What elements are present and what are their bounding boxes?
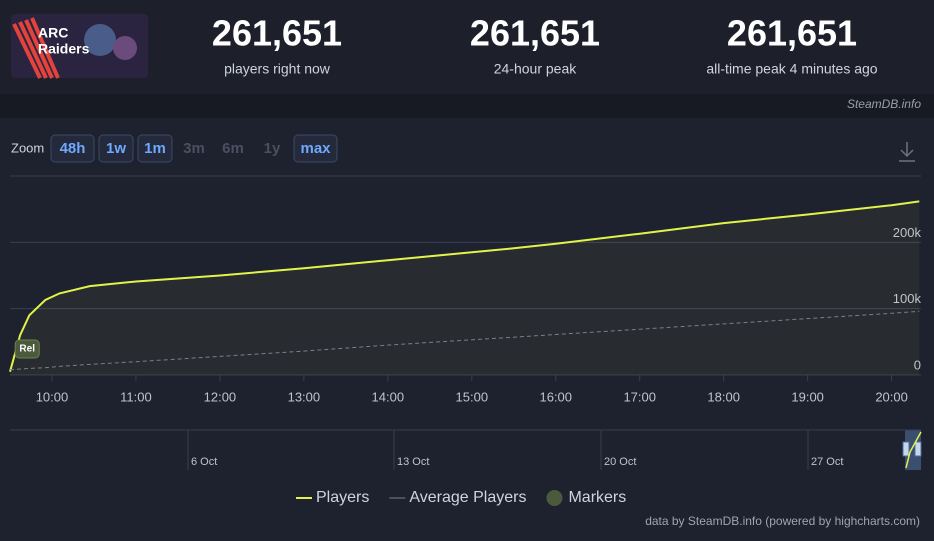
marker xyxy=(14,339,40,359)
legend-label: Markers xyxy=(568,489,626,506)
stat-label: 24-hour peak xyxy=(494,61,578,77)
zoom-button[interactable]: 6m xyxy=(222,140,244,157)
zoom-button-bg xyxy=(50,134,95,163)
area xyxy=(10,201,920,375)
handle xyxy=(914,441,922,457)
chart-panel xyxy=(0,118,934,541)
x-tick-label: 20:00 xyxy=(875,389,908,404)
zoom-button-bg xyxy=(98,134,134,163)
x-tick-label: 12:00 xyxy=(204,389,237,404)
x-tick-label: 13:00 xyxy=(288,389,321,404)
x-tick-label: 18:00 xyxy=(707,389,740,404)
navigator-label: 6 Oct xyxy=(191,456,217,468)
zoom-button[interactable]: 3m xyxy=(183,140,205,157)
zoom-button-bg xyxy=(137,134,173,163)
x-tick-label: 11:00 xyxy=(120,389,152,404)
zoom-button[interactable]: 1m xyxy=(137,134,173,163)
y-tick-label: 100k xyxy=(893,291,922,306)
stat-label: all-time peak 4 minutes ago xyxy=(706,61,877,77)
x-tick-label: 15:00 xyxy=(456,389,489,404)
stat-value: 261,651 xyxy=(727,13,857,54)
zoom-button[interactable]: 1w xyxy=(98,134,134,163)
x-tick-label: 14:00 xyxy=(372,389,405,404)
zoom-button-label: 1w xyxy=(106,140,126,157)
x-tick-label: 10:00 xyxy=(36,389,69,404)
series-line xyxy=(9,310,920,371)
logo-stripes xyxy=(12,17,60,79)
legend-label: Players xyxy=(316,489,369,506)
zoom-button[interactable]: 48h xyxy=(50,134,95,163)
stat-label: players right now xyxy=(224,61,331,77)
download-icon[interactable] xyxy=(899,142,915,162)
header-bg xyxy=(0,0,934,94)
logo-text: ARC xyxy=(38,25,68,41)
zoom-button-label: 6m xyxy=(222,140,244,157)
zoom-button-label: 1m xyxy=(144,140,166,157)
stat-value: 261,651 xyxy=(212,13,342,54)
logo-figure xyxy=(113,36,137,60)
navigator-line xyxy=(905,431,922,469)
zoom-button[interactable]: 1y xyxy=(264,140,281,157)
game-logo: ARC Raiders xyxy=(11,14,148,79)
zoom-button-label: max xyxy=(300,140,331,157)
x-tick-label: 16:00 xyxy=(539,389,572,404)
zoom-button-label: 3m xyxy=(183,140,205,157)
zoom-label: Zoom xyxy=(11,140,44,155)
x-tick-label: 19:00 xyxy=(791,389,824,404)
navigator-label: 13 Oct xyxy=(397,456,429,468)
zoom-button-label: 1y xyxy=(264,140,281,157)
credit: data by SteamDB.info (powered by highcha… xyxy=(645,514,920,528)
legend-item[interactable]: Players xyxy=(296,489,369,506)
logo-text: Raiders xyxy=(38,41,90,57)
legend-swatch xyxy=(546,490,563,506)
navigator-label: 20 Oct xyxy=(604,456,636,468)
navigator-label: 27 Oct xyxy=(811,456,843,468)
zoom-button[interactable]: max xyxy=(293,134,338,163)
zoom-button-bg xyxy=(293,134,338,163)
zoom-button-label: 48h xyxy=(60,140,86,157)
legend-item[interactable]: Markers xyxy=(546,489,626,506)
legend-label: Average Players xyxy=(409,489,526,506)
legend-item[interactable]: Average Players xyxy=(389,489,526,506)
y-tick-label: 0 xyxy=(914,357,921,372)
marker-label: Rel xyxy=(19,344,35,355)
stat-value: 261,651 xyxy=(470,13,600,54)
series-line xyxy=(9,200,920,372)
handle xyxy=(902,441,910,457)
logo-figure xyxy=(84,24,116,56)
x-tick-label: 17:00 xyxy=(623,389,656,404)
y-tick-label: 200k xyxy=(893,225,922,240)
source-label: SteamDB.info xyxy=(847,97,921,111)
source-strip xyxy=(0,94,934,118)
download-glyph xyxy=(899,142,915,162)
